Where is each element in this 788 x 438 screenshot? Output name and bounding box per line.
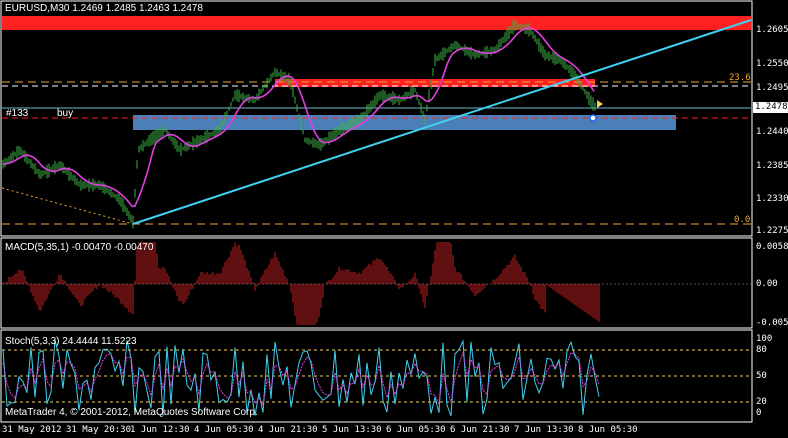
macd-tick: 0.00: [756, 279, 778, 289]
fib-upper-label: 23.6: [729, 73, 751, 83]
stoch-panel-frame: [0, 329, 753, 423]
price-tick: 1.2605: [756, 25, 788, 35]
macd-tick: -0.00564: [756, 318, 788, 328]
copyright-footer: MetaTrader 4, © 2001-2012, MetaQuotes So…: [5, 407, 258, 418]
price-tick: 1.2330: [756, 194, 788, 204]
price-label-arrow-icon: [597, 100, 603, 108]
trendline[interactable]: [132, 19, 752, 225]
stoch-signal-line: [2, 352, 600, 407]
macd-histogram: [2, 242, 600, 325]
macd-panel-frame: [0, 237, 753, 329]
time-tick: 31 May 2012: [2, 425, 62, 435]
stoch-header: Stoch(5,3,3) 24.4444 11.5223: [5, 336, 137, 347]
price-tick: 1.2550: [756, 59, 788, 69]
fib-lower-label: 0.0: [734, 215, 751, 225]
stoch-tick: 20: [756, 397, 767, 407]
order-type-label: buy: [57, 108, 74, 119]
time-tick: 4 Jun 21:30: [258, 425, 318, 435]
time-tick: 7 Jun 13:30: [514, 425, 574, 435]
time-tick: 6 Jun 21:30: [450, 425, 510, 435]
symbol-header: EURUSD,M30 1.2469 1.2485 1.2463 1.2478: [5, 3, 203, 14]
macd-header: MACD(5,35,1) -0.00470 -0.00470: [5, 242, 154, 253]
time-tick: 8 Jun 05:30: [578, 425, 638, 435]
stoch-tick: 100: [756, 334, 773, 344]
moving-average-line: [2, 27, 595, 208]
stoch-tick: 50: [756, 371, 767, 381]
stoch-tick: 0: [756, 408, 762, 418]
price-tick: 1.2275: [756, 226, 788, 236]
current-price-box: 1.2478: [753, 102, 788, 113]
resistance-zone-top[interactable]: [2, 16, 751, 30]
main-panel-frame: [0, 0, 753, 237]
order-id-label: #133: [6, 108, 29, 119]
price-tick: 1.2440: [756, 127, 788, 137]
macd-tick: 0.00586: [756, 242, 788, 252]
stoch-main-line: [2, 339, 600, 417]
time-tick: 6 Jun 05:30: [386, 425, 446, 435]
time-tick: 5 Jun 13:30: [322, 425, 382, 435]
price-tick: 1.2385: [756, 161, 788, 171]
time-tick: 31 May 20:30: [66, 425, 132, 435]
time-tick: 1 Jun 12:30: [130, 425, 190, 435]
stoch-tick: 80: [756, 345, 767, 355]
price-tick: 1.2495: [756, 83, 788, 93]
time-tick: 4 Jun 05:30: [194, 425, 254, 435]
order-marker-icon[interactable]: [589, 114, 597, 122]
support-zone[interactable]: [133, 115, 676, 130]
resistance-zone-mid[interactable]: [275, 79, 595, 87]
